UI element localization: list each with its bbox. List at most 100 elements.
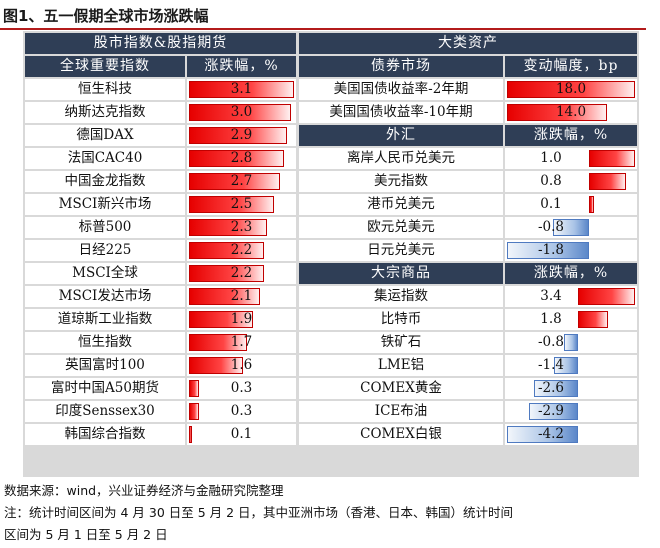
data-label: -2.6	[537, 380, 565, 396]
table-row-value-cell: -0.8	[505, 217, 637, 238]
table-row-label: 日经225	[25, 240, 185, 261]
table-row-value-cell: -0.8	[505, 332, 637, 353]
data-label: -1.4	[537, 357, 565, 373]
table-row-value-cell: 1.8	[505, 309, 637, 330]
table-row-label: 富时中国A50期货	[25, 378, 185, 399]
data-label: 0.3	[230, 403, 253, 419]
table-row-value-cell: 2.1	[187, 286, 296, 307]
bonds-col-value-header: 变动幅度，bp	[505, 56, 637, 77]
table-row-value-cell: 2.9	[187, 125, 296, 146]
table-row-value-cell: 1.0	[505, 148, 637, 169]
bar	[507, 426, 578, 443]
bar	[189, 288, 261, 305]
bar	[577, 311, 609, 328]
table-row-value-cell: 2.3	[187, 217, 296, 238]
time-note-line-1: 注：统计时间区间为 4 月 30 日至 5 月 2 日，其中亚洲市场（香港、日本…	[4, 505, 514, 520]
table-row-label: 印度Senssex30	[25, 401, 185, 422]
table-row-value-cell: 3.0	[187, 102, 296, 123]
bar	[189, 357, 244, 374]
table-row-label: 欧元兑美元	[299, 217, 503, 238]
data-label: 0.8	[540, 173, 562, 189]
bar	[189, 81, 294, 98]
bar	[507, 242, 590, 259]
data-label: 3.0	[230, 104, 253, 120]
data-label: 1.9	[230, 311, 253, 327]
data-label: 2.9	[230, 127, 253, 143]
table-row-label: 港币兑美元	[299, 194, 503, 215]
data-label: 3.4	[540, 288, 562, 304]
table-row-label: 韩国综合指数	[25, 424, 185, 445]
bar	[189, 426, 193, 443]
data-label: -0.8	[537, 219, 565, 235]
table-row-value-cell: 2.2	[187, 263, 296, 284]
bar	[189, 173, 281, 190]
bar	[507, 104, 607, 121]
bar	[189, 403, 200, 420]
table-row-label: 日元兑美元	[299, 240, 503, 261]
bar	[589, 173, 626, 190]
bar	[533, 380, 578, 397]
figure-title: 图1、五一假期全球市场涨跌幅	[3, 7, 209, 25]
table-row-label: 中国金龙指数	[25, 171, 185, 192]
bar	[507, 81, 635, 98]
data-label: 2.3	[230, 219, 253, 235]
table-row-label: 纳斯达克指数	[25, 102, 185, 123]
table-row-label: MSCI新兴市场	[25, 194, 185, 215]
bar	[554, 357, 578, 374]
table-row-label: MSCI全球	[25, 263, 185, 284]
bar	[564, 334, 578, 351]
data-label: 1.7	[230, 334, 253, 350]
left-section-title: 股市指数&股指期货	[25, 33, 296, 54]
table-row-value-cell: 0.3	[187, 401, 296, 422]
data-label: 0.1	[540, 196, 562, 212]
table-row-value-cell: 3.1	[187, 79, 296, 100]
table-row-label: 离岸人民币兑美元	[299, 148, 503, 169]
table-row-value-cell: -1.4	[505, 355, 637, 376]
data-label: 1.6	[230, 357, 253, 373]
table-row-value-cell: 2.7	[187, 171, 296, 192]
data-label: -2.9	[537, 403, 565, 419]
table-row-label: 恒生科技	[25, 79, 185, 100]
table-row-label: 标普500	[25, 217, 185, 238]
table-row-label: 铁矿石	[299, 332, 503, 353]
data-label: 18.0	[555, 81, 587, 97]
table-row-value-cell: 2.2	[187, 240, 296, 261]
bar	[552, 219, 590, 236]
bonds-col-name-header: 债券市场	[299, 56, 503, 77]
table-row-label: LME铝	[299, 355, 503, 376]
data-label: 0.1	[230, 426, 253, 442]
table-row-label: 法国CAC40	[25, 148, 185, 169]
table-row-value-cell: 1.9	[187, 309, 296, 330]
bar	[577, 288, 635, 305]
commodities-col-value-header: 涨跌幅，%	[505, 263, 637, 284]
fx-col-value-header: 涨跌幅，%	[505, 125, 637, 146]
data-label: -1.8	[537, 242, 565, 258]
time-note-line-2: 区间为 5 月 1 日至 5 月 2 日	[4, 527, 168, 542]
table-row-label: 德国DAX	[25, 125, 185, 146]
left-col-value-header: 涨跌幅，%	[187, 56, 296, 77]
table-row-label: 美元指数	[299, 171, 503, 192]
table-row-label: COMEX白银	[299, 424, 503, 445]
bar	[189, 265, 264, 282]
table-row-value-cell: 0.1	[505, 194, 637, 215]
table-row-value-cell: 3.4	[505, 286, 637, 307]
data-label: 1.0	[540, 150, 562, 166]
table-row-value-cell: 2.8	[187, 148, 296, 169]
table-row-label: 比特币	[299, 309, 503, 330]
data-table-panel: 股市指数&股指期货 全球重要指数 涨跌幅，% 恒生科技 3.1 纳斯达克指数 3.0 德…	[23, 31, 639, 477]
table-row-value-cell: -2.6	[505, 378, 637, 399]
left-col-name-header: 全球重要指数	[25, 56, 185, 77]
bar	[589, 150, 635, 167]
table-row-value-cell: 0.8	[505, 171, 637, 192]
bar	[189, 150, 284, 167]
data-label: 2.7	[230, 173, 253, 189]
table-row-value-cell: 0.1	[187, 424, 296, 445]
bar	[528, 403, 578, 420]
table-row-value-cell: 14.0	[505, 102, 637, 123]
table-row-value-cell: -1.8	[505, 240, 637, 261]
data-label: -0.8	[537, 334, 565, 350]
data-label: -4.2	[537, 426, 565, 442]
table-row-label: 美国国债收益率-2年期	[299, 79, 503, 100]
bar	[189, 196, 274, 213]
table-row-value-cell: 1.7	[187, 332, 296, 353]
